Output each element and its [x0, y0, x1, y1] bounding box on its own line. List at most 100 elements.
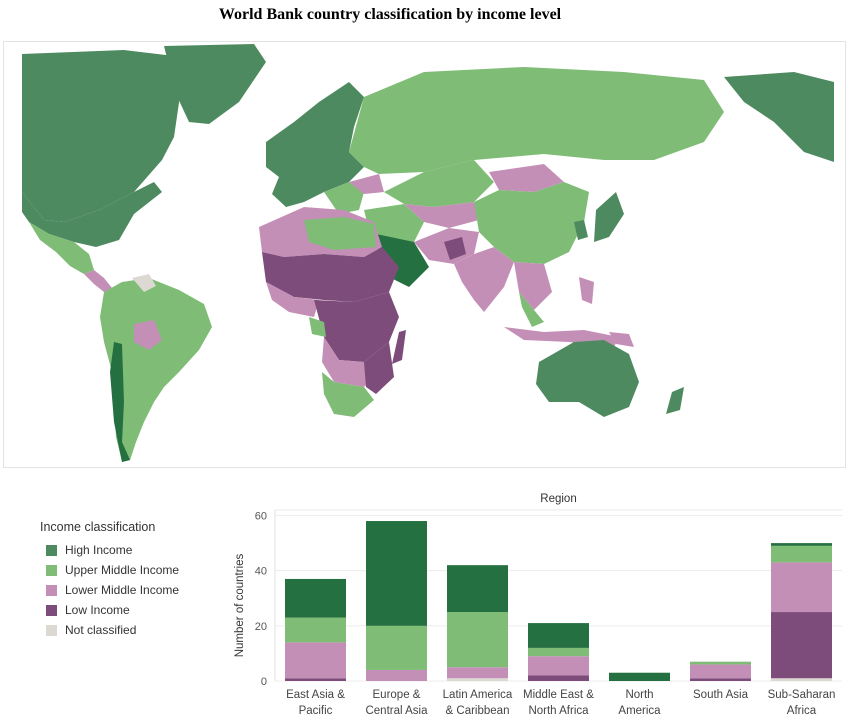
x-category-label: North Africa — [528, 705, 589, 717]
bar-segment — [285, 678, 346, 681]
south-america-north-shape — [100, 278, 212, 462]
y-tick-label: 0 — [261, 676, 267, 688]
bar-segment — [285, 617, 346, 643]
bar-segment — [690, 664, 751, 679]
bar-segment — [366, 625, 427, 670]
x-category-label: America — [618, 705, 661, 717]
bolivia-shape — [134, 320, 162, 350]
x-category-label: Middle East & — [523, 689, 594, 701]
legend-item-low: Low Income — [40, 600, 179, 620]
legend-swatch — [46, 564, 57, 576]
libya-egypt-shape — [304, 217, 376, 250]
kamchatka-shape — [724, 72, 834, 162]
guianas-shape — [132, 274, 156, 292]
x-category-label: East Asia & — [286, 689, 345, 701]
bar-segment — [447, 678, 508, 681]
chile-shape — [110, 342, 130, 462]
japan-shape — [594, 192, 624, 242]
y-axis-label: Number of countries — [234, 553, 246, 657]
bar-segment — [528, 647, 589, 657]
europe-shape — [266, 82, 364, 207]
australia-shape — [536, 340, 639, 417]
region-axis-title: Region — [540, 493, 576, 505]
legend-label: Low Income — [65, 603, 130, 617]
bar-segment — [771, 678, 832, 681]
balkans-shape — [324, 182, 364, 214]
legend-swatch — [46, 584, 57, 596]
legend-label: Not classified — [65, 623, 137, 637]
x-category-label: South Asia — [693, 689, 749, 701]
russia-shape — [349, 67, 724, 174]
mexico-shape — [29, 222, 94, 274]
bar-segment — [447, 565, 508, 613]
legend-label: Lower Middle Income — [65, 583, 180, 597]
india-shape — [454, 247, 514, 312]
legend-swatch — [46, 624, 57, 636]
china-shape — [474, 182, 589, 264]
x-category-label: Central Asia — [365, 705, 428, 717]
x-category-label: Latin America — [443, 689, 513, 701]
legend-item-high: High Income — [40, 540, 179, 560]
bar-segment — [690, 661, 751, 665]
x-category-label: Africa — [787, 705, 817, 717]
canada-shape — [22, 50, 182, 222]
bar-segment — [771, 612, 832, 679]
y-tick-label: 60 — [255, 511, 267, 523]
x-category-label: Europe & — [373, 689, 421, 701]
x-category-label: Pacific — [299, 705, 333, 717]
y-tick-label: 20 — [255, 621, 267, 633]
bar-segment — [366, 521, 427, 626]
usa-shape — [22, 182, 162, 247]
philippines-shape — [579, 277, 594, 304]
world-map — [3, 41, 846, 468]
x-category-label: North — [625, 689, 653, 701]
kazakhstan-shape — [384, 160, 494, 207]
x-category-label: & Caribbean — [446, 705, 510, 717]
new-zealand-shape — [666, 387, 684, 414]
bar-segment — [447, 667, 508, 679]
region-bar-chart: Region 0 20 40 60 Number of countries East Asi… — [234, 493, 842, 717]
angola-zambia-shape — [322, 337, 379, 387]
central-asia-shape — [404, 202, 479, 228]
legend-item-lower-middle: Lower Middle Income — [40, 580, 179, 600]
bar-segment — [609, 672, 670, 681]
bar-segment — [528, 675, 589, 681]
korea-shape — [574, 220, 588, 240]
legend-item-upper-middle: Upper Middle Income — [40, 560, 179, 580]
southeast-asia-shape — [514, 262, 552, 310]
bar-segment — [528, 656, 589, 676]
legend-title: Income classification — [40, 520, 156, 534]
legend-label: Upper Middle Income — [65, 563, 180, 577]
legend-swatch — [46, 544, 57, 556]
bar-segment — [285, 642, 346, 679]
y-tick-label: 40 — [255, 566, 267, 578]
legend-item-not-classified: Not classified — [40, 620, 179, 640]
madagascar-shape — [392, 330, 406, 364]
bar-segment — [690, 678, 751, 681]
bar-segment — [528, 623, 589, 648]
bar-segment — [366, 669, 427, 681]
bar-segment — [285, 578, 346, 618]
x-category-label: Sub-Saharan — [768, 689, 836, 701]
central-america-shape — [84, 270, 112, 292]
ukraine-shape — [349, 174, 384, 194]
central-africa-shape — [314, 292, 399, 362]
mozambique-shape — [364, 342, 394, 394]
mongolia-shape — [489, 164, 564, 192]
southern-africa-shape — [322, 372, 374, 417]
sahel-shape — [262, 247, 399, 302]
bar-segment — [771, 562, 832, 613]
legend-label: High Income — [65, 543, 133, 557]
legend-swatch — [46, 604, 57, 616]
bar-segment — [447, 612, 508, 668]
chart-title: World Bank country classification by inc… — [218, 6, 562, 23]
gabon-shape — [309, 317, 326, 337]
png-shape — [609, 332, 634, 347]
greenland-shape — [164, 44, 266, 124]
west-africa-shape — [266, 282, 319, 317]
bar-segment — [771, 545, 832, 563]
bar-segment — [771, 543, 832, 546]
legend: Income classification High Income Upper … — [40, 520, 179, 640]
afghanistan-shape — [444, 237, 466, 260]
thailand-malaysia-shape — [519, 292, 544, 327]
